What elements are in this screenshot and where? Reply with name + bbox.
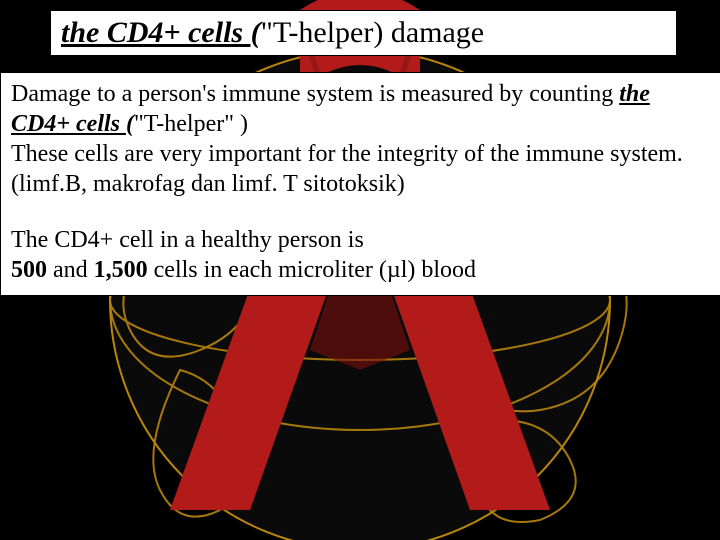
body-bold-1500: 1,500 xyxy=(94,257,148,283)
title-box: the CD4+ cells ("T-helper) damage xyxy=(50,10,677,56)
title-rest: "T-helper) damage xyxy=(261,16,485,49)
body-paragraph-2: These cells are very important for the i… xyxy=(11,139,711,199)
body-line1b: "T-helper" ) xyxy=(134,111,248,137)
title-emphasis: the CD4+ cells ( xyxy=(61,16,261,49)
spacer xyxy=(11,199,711,225)
slide: the CD4+ cells ("T-helper) damage Damage… xyxy=(0,0,720,540)
body-paragraph-3: The CD4+ cell in a healthy person is xyxy=(11,225,711,255)
body-bold-500: 500 xyxy=(11,257,47,283)
body-line3b-end: cells in each microliter (µl) blood xyxy=(148,257,476,283)
body-line2: These cells are very important for the i… xyxy=(11,141,683,197)
body-mid-and: and xyxy=(47,257,94,283)
body-paragraph-4: 500 and 1,500 cells in each microliter (… xyxy=(11,255,711,285)
body-box: Damage to a person's immune system is me… xyxy=(0,72,720,296)
body-paragraph-1: Damage to a person's immune system is me… xyxy=(11,79,711,139)
body-line3a: The CD4+ cell in a healthy person is xyxy=(11,227,364,253)
body-line1a: Damage to a person's immune system is me… xyxy=(11,81,619,107)
